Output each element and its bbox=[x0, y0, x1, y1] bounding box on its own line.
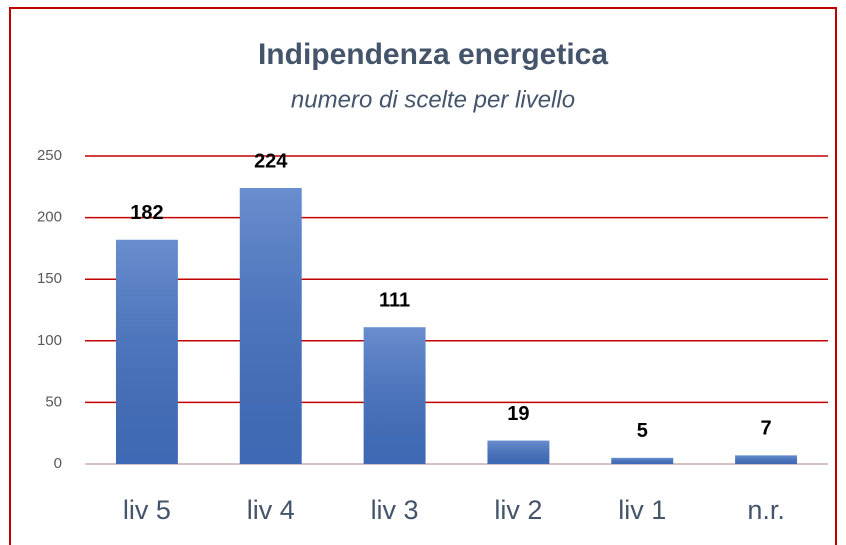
y-tick-label: 100 bbox=[37, 332, 62, 349]
chart-title: Indipendenza energetica bbox=[258, 38, 608, 71]
y-tick-label: 0 bbox=[54, 455, 62, 472]
y-tick-label: 200 bbox=[37, 209, 62, 226]
frame bbox=[9, 7, 837, 545]
bar bbox=[363, 327, 426, 464]
bar bbox=[611, 457, 674, 464]
x-tick-label: liv 3 bbox=[371, 495, 419, 525]
x-tick-label: liv 1 bbox=[618, 495, 666, 525]
value-label: 5 bbox=[637, 420, 648, 442]
bar bbox=[735, 455, 798, 464]
value-label: 224 bbox=[254, 150, 288, 172]
x-tick-label: liv 4 bbox=[247, 495, 295, 525]
bar bbox=[487, 440, 550, 464]
y-tick-label: 150 bbox=[37, 270, 62, 287]
x-tick-label: liv 5 bbox=[123, 495, 171, 525]
x-tick-label: liv 2 bbox=[494, 495, 542, 525]
y-tick-label: 250 bbox=[37, 147, 62, 164]
y-tick-label: 50 bbox=[45, 393, 62, 410]
bar bbox=[115, 239, 178, 464]
value-label: 182 bbox=[130, 202, 163, 224]
chart-subtitle: numero di scelte per livello bbox=[291, 86, 575, 113]
value-label: 7 bbox=[761, 418, 772, 440]
x-tick-label: n.r. bbox=[747, 495, 785, 525]
bar bbox=[239, 188, 302, 465]
value-label: 111 bbox=[379, 290, 410, 312]
value-label: 19 bbox=[507, 403, 529, 425]
